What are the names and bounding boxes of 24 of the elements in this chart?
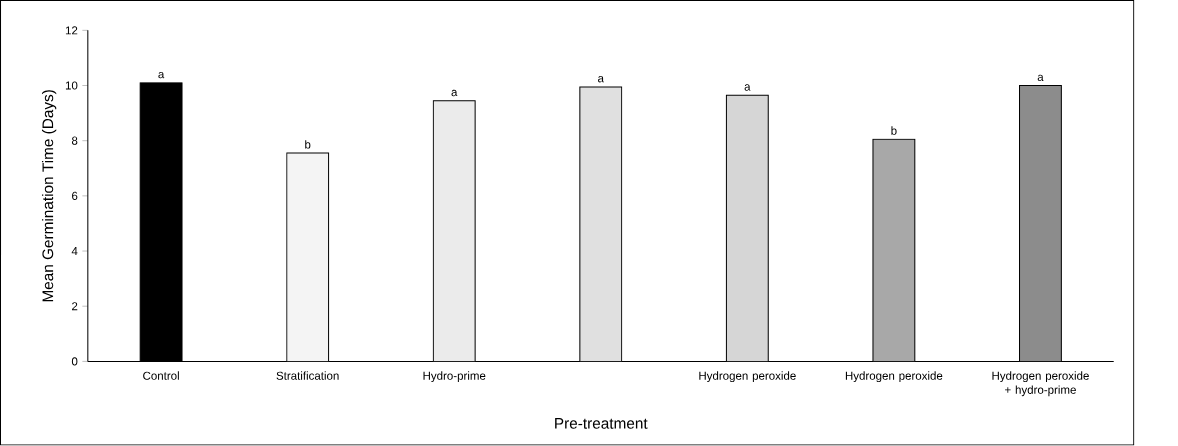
y-tick-label: 6 [72,191,78,201]
data-label: b [305,140,311,149]
data-label: a [451,90,458,97]
data-label: a [1037,74,1044,82]
y-tick-label: 2 [72,302,78,311]
y-tick-label: 4 [71,247,78,256]
x-tick-label: Stratification [276,371,339,381]
x-tick-label: Control [143,371,179,381]
x-tick-label: Hydro-prime [423,371,486,383]
bar [579,86,623,362]
data-label: a [598,76,604,83]
data-label: a [744,84,751,91]
y-tick-label: 12 [65,26,78,35]
data-label: a [158,72,165,79]
x-axis-title: Pre-treatment [555,418,648,429]
y-tick-label: 0 [71,357,78,366]
x-tick-label: Hydrogen peroxide [699,371,796,383]
data-label: b [891,126,897,135]
bar [432,100,476,362]
y-tick-label: 10 [65,81,78,90]
x-tick-label: Hydrogen peroxide [845,371,943,383]
y-tick-label: 8 [71,136,78,145]
x-tick-label: Hydrogen peroxide + hydro-prime [992,371,1089,397]
y-axis-title: Mean Germination Time (Days) [41,90,57,302]
